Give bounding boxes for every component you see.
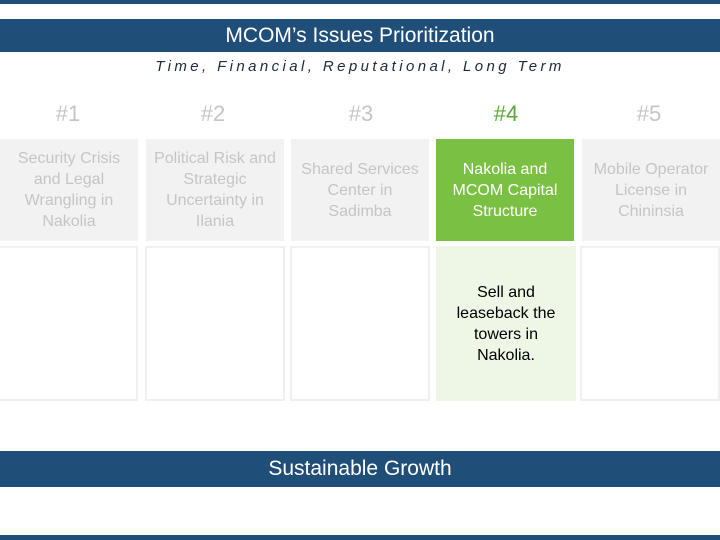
detail-box-4: Sell and leaseback the towers in Nakolia… — [436, 246, 576, 401]
issue-heading-2: Political Risk and Strategic Uncertainty… — [154, 150, 276, 230]
detail-text-4: Sell and leaseback the towers in Nakolia… — [456, 284, 556, 364]
issue-box-2: Political Risk and Strategic Uncertainty… — [146, 139, 284, 241]
rank-label-1: #1 — [55, 101, 81, 126]
title-banner: MCOM’s Issues Prioritization — [0, 19, 720, 52]
footer-banner: Sustainable Growth — [0, 451, 720, 487]
detail-box-2 — [145, 246, 285, 401]
subtitle: Time, Financial, Reputational, Long Term — [155, 58, 565, 75]
issue-heading-1: Security Crisis and Legal Wrangling in N… — [17, 150, 121, 230]
rank-label-2: #2 — [200, 101, 226, 126]
bottom-divider-line — [0, 535, 720, 540]
top-divider-line — [0, 0, 720, 4]
page-title: MCOM’s Issues Prioritization — [225, 23, 495, 47]
rank-label-3: #3 — [348, 101, 374, 126]
detail-box-3 — [290, 246, 430, 401]
issue-box-1: Security Crisis and Legal Wrangling in N… — [0, 139, 138, 241]
rank-label-5: #5 — [636, 101, 662, 126]
issue-heading-3: Shared Services Center in Sadimba — [301, 160, 419, 220]
issue-heading-5: Mobile Operator License in Chininsia — [593, 160, 709, 220]
footer-label: Sustainable Growth — [268, 457, 452, 480]
rank-label-4: #4 — [493, 101, 519, 126]
issue-box-4: Nakolia and MCOM Capital Structure — [436, 139, 574, 241]
issue-box-5: Mobile Operator License in Chininsia — [582, 139, 720, 241]
detail-box-5 — [580, 246, 720, 401]
issue-heading-4: Nakolia and MCOM Capital Structure — [452, 160, 558, 220]
issue-box-3: Shared Services Center in Sadimba — [291, 139, 429, 241]
detail-box-1 — [0, 246, 138, 401]
